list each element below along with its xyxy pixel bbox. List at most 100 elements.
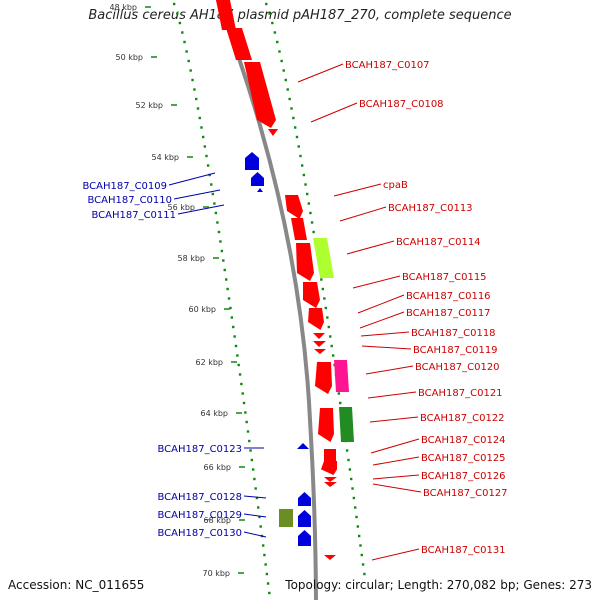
tick-mark — [360, 553, 363, 557]
tick-mark — [225, 278, 228, 281]
gene-block-forward — [216, 0, 236, 30]
tick-mark — [282, 69, 285, 72]
leader-line-reverse — [168, 172, 216, 186]
gene-block-reverse — [297, 443, 309, 449]
tick-mark — [312, 230, 315, 234]
scale-label: 62 kbp — [195, 358, 223, 367]
leader-line-forward — [339, 206, 387, 222]
tick-rings — [172, 2, 366, 595]
tick-mark — [205, 154, 208, 158]
tick-mark — [263, 553, 266, 557]
leader-line-reverse — [243, 531, 267, 538]
tick-mark — [203, 145, 207, 148]
tick-mark — [250, 458, 254, 462]
tick-mark — [349, 477, 353, 481]
scale-label: 54 kbp — [151, 153, 179, 162]
gene-block-reverse — [298, 492, 311, 506]
tick-mark — [304, 183, 307, 186]
tick-mark — [357, 534, 361, 538]
tick-mark — [268, 12, 271, 15]
tick-mark — [356, 525, 360, 528]
tick-mark — [355, 515, 358, 519]
gene-block-forward — [268, 129, 278, 136]
tick-mark — [292, 116, 295, 120]
gene-label-reverse: BCAH187_C0109 — [82, 181, 167, 192]
scale-label: 50 kbp — [115, 53, 143, 62]
scale-labels: 48 kbp 50 kbp 52 kbp 54 kbp 56 kbp 58 kbp 60 k… — [109, 3, 245, 578]
tick-mark — [227, 297, 231, 300]
gene-label-forward: BCAH187_C0125 — [421, 453, 506, 464]
tick-mark — [280, 59, 283, 63]
gene-block-forward — [244, 62, 276, 128]
gene-label-reverse: BCAH187_C0128 — [157, 492, 242, 503]
leader-line-forward — [310, 102, 358, 123]
tick-mark — [206, 164, 210, 167]
gene-block-forward — [324, 555, 336, 560]
tick-mark — [193, 88, 196, 91]
tick-mark — [359, 544, 362, 547]
tick-mark — [323, 297, 326, 300]
gene-label-forward: BCAH187_C0108 — [359, 99, 444, 110]
leader-line-forward — [367, 391, 417, 399]
scale-label: 70 kbp — [202, 569, 230, 578]
gene-label-forward: BCAH187_C0119 — [413, 345, 498, 356]
gene-block-forward — [313, 341, 326, 347]
tick-mark — [236, 354, 239, 357]
tick-mark — [213, 202, 216, 205]
gene-block-reverse — [245, 152, 259, 170]
tick-mark — [361, 563, 365, 566]
gene-label-forward: BCAH187_C0113 — [388, 203, 473, 214]
tick-mark — [264, 563, 267, 566]
tick-mark — [265, 572, 269, 576]
tick-mark — [258, 515, 261, 519]
tick-mark — [302, 173, 306, 177]
tick-mark — [183, 40, 186, 44]
tick-mark — [271, 21, 274, 25]
gene-block-forward — [296, 243, 314, 281]
map-title: Bacillus cereus AH187 plasmid pAH187_270… — [88, 8, 512, 23]
gene-block-reverse — [298, 530, 311, 546]
scale-label: 60 kbp — [188, 305, 216, 314]
tick-mark — [217, 230, 221, 234]
tick-mark — [254, 487, 257, 490]
scale-label: 68 kbp — [203, 516, 231, 525]
tick-mark — [329, 335, 332, 338]
gene-label-forward: BCAH187_C0115 — [402, 272, 487, 283]
gene-label-reverse: BCAH187_C0111 — [91, 210, 176, 221]
tick-mark — [326, 316, 329, 319]
leader-line-forward — [369, 416, 419, 423]
accession-text: Accession: NC_011655 — [8, 578, 145, 592]
tick-mark — [310, 221, 314, 224]
scale-label: 58 kbp — [177, 254, 205, 263]
topology-text: Topology: circular; Length: 270,082 bp; … — [285, 578, 592, 592]
leader-line-reverse — [173, 189, 221, 200]
tick-mark — [244, 411, 247, 414]
tick-mark — [354, 506, 357, 509]
tick-mark — [237, 363, 240, 367]
gene-block-forward — [324, 482, 337, 487]
gene-block-forward — [226, 28, 252, 60]
tick-mark — [195, 97, 198, 101]
scale-label: 52 kbp — [135, 101, 163, 110]
tick-mark — [255, 496, 259, 500]
gene-block-forward — [324, 477, 337, 482]
tick-mark — [330, 344, 333, 348]
tick-mark — [347, 458, 350, 462]
tick-mark — [324, 306, 328, 310]
tick-mark — [200, 126, 203, 129]
tick-mark — [268, 591, 271, 595]
tick-mark — [337, 392, 341, 395]
gene-label-forward: BCAH187_C0121 — [418, 388, 503, 399]
tick-mark — [226, 287, 229, 291]
scale-label: 64 kbp — [200, 409, 228, 418]
tick-mark — [321, 287, 325, 291]
feature-dark-green — [339, 407, 354, 442]
leader-line-reverse — [243, 513, 267, 518]
gene-label-forward: cpaB — [383, 180, 408, 191]
gene-block-forward — [318, 408, 334, 442]
tick-mark — [297, 145, 300, 148]
feature-pink — [334, 360, 349, 392]
leader-line-forward — [372, 474, 420, 480]
gene-label-forward: BCAH187_C0124 — [421, 435, 506, 446]
